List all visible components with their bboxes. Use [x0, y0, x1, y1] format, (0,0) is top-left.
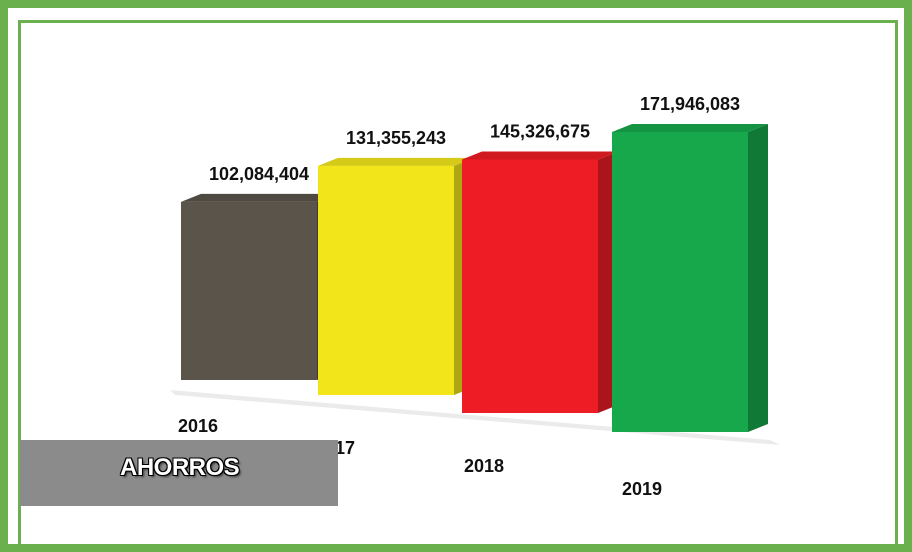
bar-front-2018 — [462, 159, 598, 413]
bar-top-2018 — [462, 151, 618, 160]
bar-front-2019 — [612, 132, 748, 432]
bar-top-2019 — [612, 124, 768, 132]
value-label-2016: 102,084,404 — [209, 164, 309, 184]
bar-side-2019 — [748, 124, 768, 432]
bar-2016 — [181, 193, 337, 380]
value-label-2018: 145,326,675 — [490, 121, 590, 141]
banner-label: AHORROS — [120, 454, 240, 481]
value-label-2017: 131,355,243 — [346, 128, 446, 148]
title-banner: AHORROS — [20, 440, 338, 506]
category-label-2016: 2016 — [178, 416, 218, 436]
inner-frame — [18, 20, 898, 548]
value-label-2019: 171,946,083 — [640, 94, 740, 114]
bar-front-2016 — [181, 201, 317, 380]
bar-top-2016 — [181, 193, 337, 202]
bar-top-2017 — [318, 157, 474, 166]
bar-front-2017 — [318, 165, 454, 395]
category-label-2018: 2018 — [464, 456, 504, 476]
bar-2019 — [612, 124, 768, 432]
bar-2017 — [318, 157, 474, 395]
bar-2018 — [462, 151, 618, 413]
category-label-2019: 2019 — [622, 479, 662, 499]
